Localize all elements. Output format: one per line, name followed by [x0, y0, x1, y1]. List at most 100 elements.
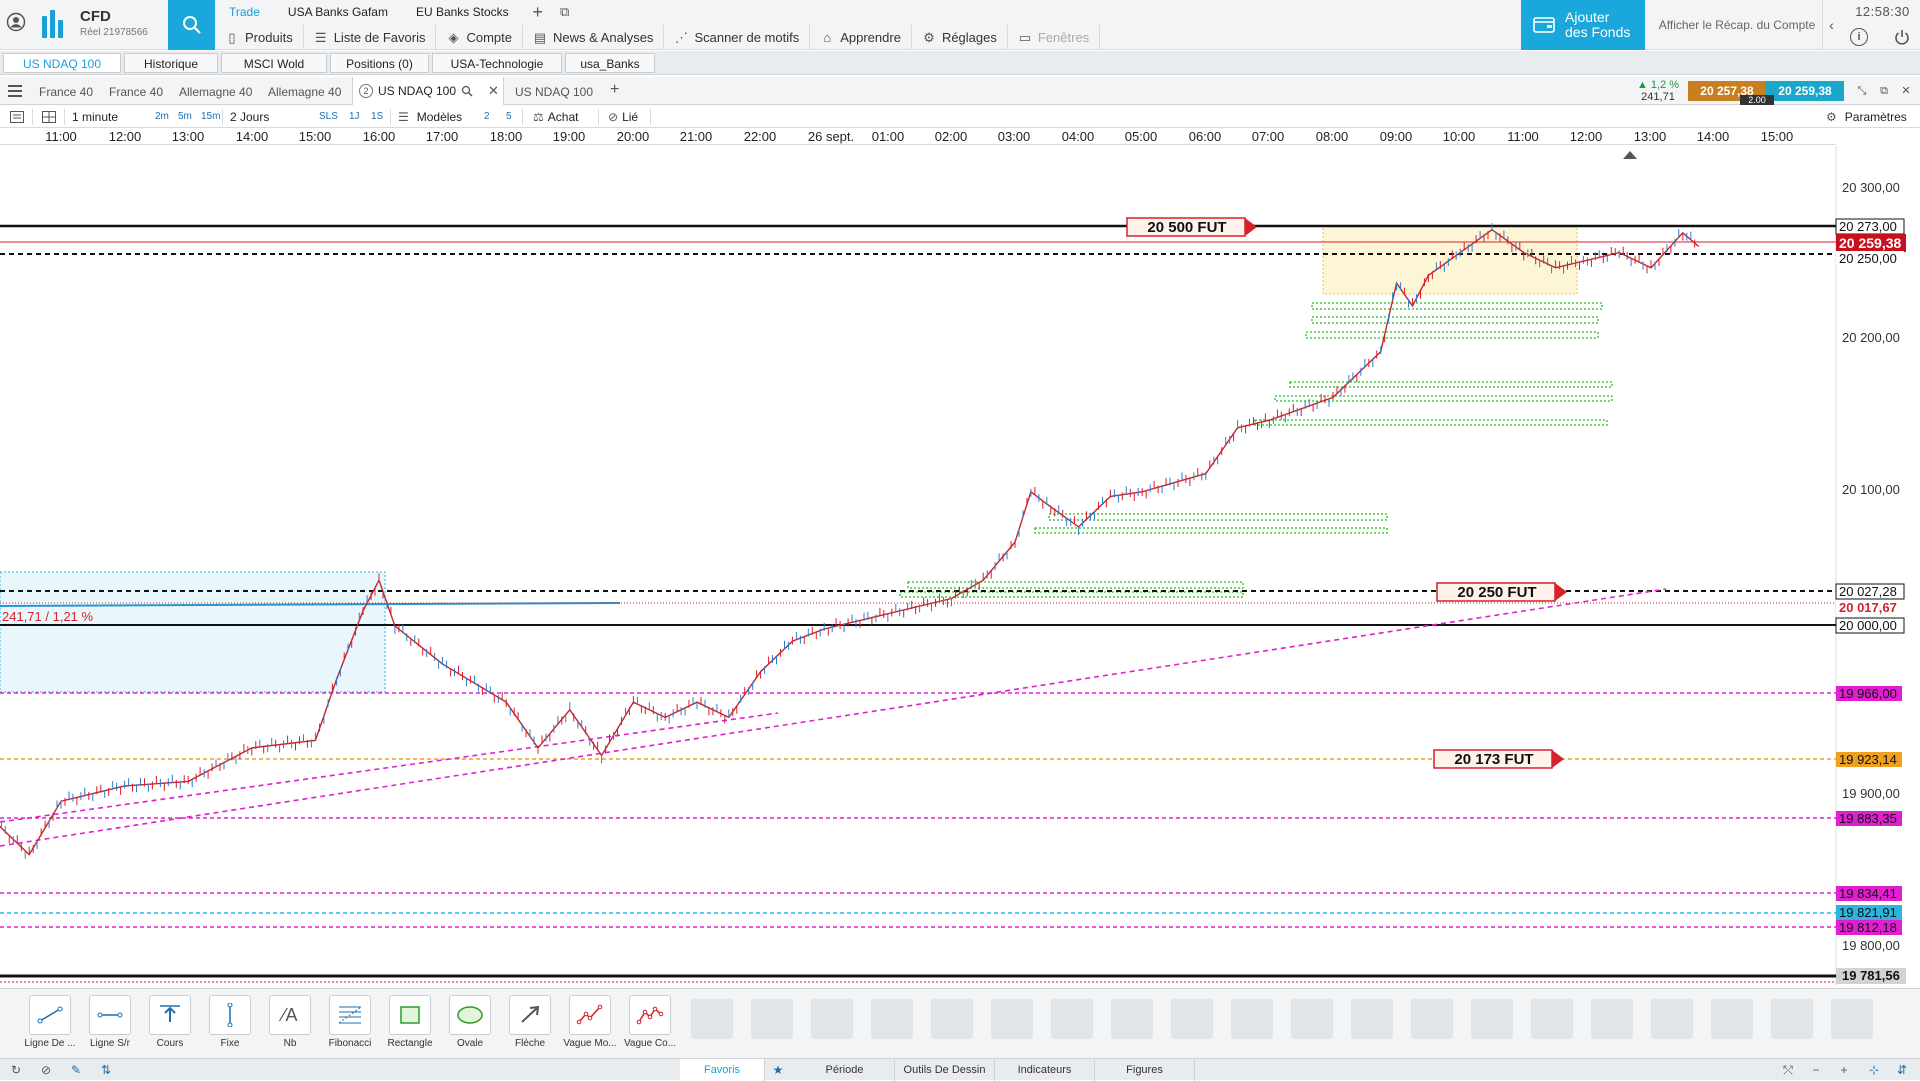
search-button[interactable] [168, 0, 215, 50]
tab-eu-banks-stocks[interactable]: EU Banks Stocks [415, 5, 509, 19]
tool-wave[interactable]: Vague Mo... [560, 995, 620, 1057]
chart-tab-france-40-b[interactable]: France 40 [109, 85, 164, 99]
tab-outils-dessin[interactable]: Outils De Dessin [895, 1059, 995, 1081]
trendline-short[interactable] [0, 712, 779, 823]
menu-reglages[interactable]: ⚙ Réglages [912, 25, 1008, 50]
minimize-icon[interactable]: ⤡ [1857, 85, 1867, 97]
workspace-tab-msci[interactable]: MSCI Wold [221, 52, 327, 73]
refresh-icon[interactable]: ↻ [10, 1063, 22, 1077]
star-icon[interactable]: ★ [772, 1063, 784, 1077]
popout-icon[interactable]: ⧉ [1880, 85, 1888, 97]
link-button[interactable]: ⊘ Lié [608, 106, 638, 128]
tool-rectangle[interactable]: Rectangle [380, 995, 440, 1057]
add-chart-tab-button[interactable]: + [610, 81, 620, 98]
fut-173-label[interactable]: 20 173 FUT [1433, 749, 1564, 769]
tool-sr-line[interactable]: Ligne S/r [80, 995, 140, 1057]
menu-scanner[interactable]: ⋰ Scanner de motifs [664, 25, 811, 50]
crosshair-icon[interactable]: ⊹ [1868, 1063, 1880, 1077]
chart-tab-allemagne-40[interactable]: Allemagne 40 [179, 85, 253, 99]
chart-type-icon[interactable] [10, 106, 24, 128]
account-icon[interactable] [4, 10, 28, 34]
tool-note[interactable]: ⁄A Nb [260, 995, 320, 1057]
layout-icon[interactable] [42, 106, 56, 128]
split-icon[interactable]: ⇵ [1896, 1063, 1908, 1077]
range-1s[interactable]: 1S [371, 111, 384, 122]
time-tick: 12:00 [108, 129, 142, 144]
empty-tool-slot [1471, 999, 1513, 1039]
fut-250-label[interactable]: 20 250 FUT [1436, 582, 1567, 602]
chart-tab-allemagne-40-b[interactable]: Allemagne 40 [268, 85, 342, 99]
timeframe-15m[interactable]: 15m [201, 111, 221, 122]
chart-tab-france-40[interactable]: France 40 [39, 85, 94, 99]
pencil-icon[interactable]: ✎ [70, 1063, 82, 1077]
menu-produits[interactable]: ▯ Produits [215, 25, 304, 50]
zoom-in-icon[interactable]: + [1840, 1063, 1848, 1077]
count-2[interactable]: 2 [484, 111, 490, 122]
account-summary-link[interactable]: Afficher le Récap. du Compte [1658, 18, 1816, 32]
menu-news[interactable]: ▤ News & Analyses [523, 25, 665, 50]
green-zone[interactable] [1274, 395, 1613, 402]
chart-canvas[interactable]: 20 500 FUT 20 250 FUT 20 173 FUT 241,71 … [0, 146, 1920, 986]
green-zone[interactable] [899, 591, 1244, 598]
tab-trade[interactable]: Trade [229, 5, 260, 19]
timeframe-5m[interactable]: 5m [178, 111, 192, 122]
tool-trend-line[interactable]: Ligne De ... [20, 995, 80, 1057]
tool-oval[interactable]: Ovale [440, 995, 500, 1057]
green-zone[interactable] [1305, 331, 1599, 339]
close-chart-icon[interactable]: ✕ [1901, 85, 1911, 97]
chart-tab-us-ndaq-active[interactable]: 2 US NDAQ 100 ✕ [352, 77, 504, 105]
timeframe-2m[interactable]: 2m [155, 111, 169, 122]
buy-button[interactable]: ⚖ Achat [533, 106, 578, 128]
fut-500-label[interactable]: 20 500 FUT [1126, 217, 1257, 237]
green-zone[interactable] [1034, 527, 1388, 534]
workspace-tab-historique[interactable]: Historique [124, 52, 218, 73]
info-icon[interactable]: i [1850, 28, 1868, 46]
tab-indicateurs[interactable]: Indicateurs [995, 1059, 1095, 1081]
detach-icon[interactable]: ⧉ [560, 4, 570, 19]
tool-arrow[interactable]: Flèche [500, 995, 560, 1057]
range-select[interactable]: 2 Jours [230, 110, 270, 124]
shuffle-icon[interactable]: ⇅ [100, 1063, 112, 1077]
workspace-tab-usa-tech[interactable]: USA-Technologie [432, 52, 562, 73]
chevron-left-icon[interactable]: ‹ [1822, 0, 1840, 50]
timeframe-select[interactable]: 1 minute [72, 110, 119, 124]
cancel-icon[interactable]: ⊘ [40, 1063, 52, 1077]
fit-icon[interactable]: ⤲ [1783, 1063, 1793, 1077]
add-tab-button[interactable]: + [532, 1, 543, 22]
menu-fenetres[interactable]: ▭ Fenêtres [1008, 25, 1101, 50]
menu-compte[interactable]: ◈ Compte [436, 25, 523, 50]
workspace-tab-positions[interactable]: Positions (0) [330, 52, 429, 73]
trendline-long[interactable] [0, 588, 1667, 847]
price-chart[interactable]: 20 500 FUT 20 250 FUT 20 173 FUT 241,71 … [0, 146, 1920, 986]
workspace-tab-us-ndaq[interactable]: US NDAQ 100 [3, 52, 121, 73]
hamburger-icon[interactable] [8, 83, 22, 99]
menu-favoris[interactable]: ☰ Liste de Favoris [304, 25, 437, 50]
tab-usa-banks-gafam[interactable]: USA Banks Gafam [287, 5, 388, 19]
count-5[interactable]: 5 [506, 111, 512, 122]
settings-button[interactable]: ⚙ Paramètres [1826, 106, 1907, 128]
zoom-out-icon[interactable]: − [1812, 1063, 1820, 1077]
green-zone[interactable] [1254, 419, 1608, 426]
tool-price[interactable]: Cours [140, 995, 200, 1057]
menu-apprendre[interactable]: ⌂ Apprendre [810, 25, 912, 50]
power-icon[interactable] [1893, 28, 1911, 46]
close-icon[interactable]: ✕ [488, 83, 499, 98]
tool-wave-corrective[interactable]: Vague Co... [620, 995, 680, 1057]
range-1j[interactable]: 1J [349, 111, 360, 122]
workspace-tab-usa-banks[interactable]: usa_Banks [565, 52, 655, 73]
tab-periode[interactable]: Période [795, 1059, 895, 1081]
green-zone[interactable] [1311, 316, 1599, 324]
green-zone[interactable] [1311, 302, 1603, 310]
green-zone[interactable] [1289, 381, 1613, 388]
tab-favoris[interactable]: Favoris [680, 1059, 765, 1081]
deposit-funds-button[interactable]: Ajouter des Fonds [1521, 0, 1645, 50]
green-zone[interactable] [907, 581, 1244, 589]
tab-figures[interactable]: Figures [1095, 1059, 1195, 1081]
green-zone[interactable] [1048, 513, 1388, 521]
buy-price-button[interactable]: 20 259,38 [1766, 81, 1844, 101]
chart-tab-us-ndaq-2[interactable]: US NDAQ 100 [515, 85, 594, 99]
tool-fixed[interactable]: Fixe [200, 995, 260, 1057]
templates-button[interactable]: ☰ Modèles [398, 106, 462, 128]
sls-button[interactable]: SLS [319, 111, 338, 122]
tool-fibonacci[interactable]: Fibonacci [320, 995, 380, 1057]
